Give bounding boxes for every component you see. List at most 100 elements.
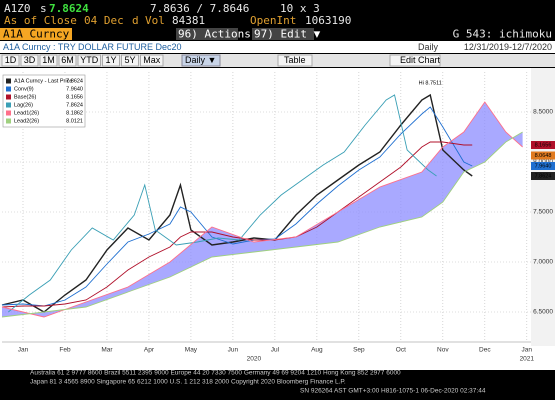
edit-chart[interactable]: Edit Chart <box>400 55 441 65</box>
range-button[interactable] <box>77 54 101 67</box>
price-tag-label: 7.8624 <box>535 173 552 179</box>
series-line <box>1 131 523 318</box>
security[interactable]: A1A Curncy <box>3 28 70 41</box>
range-button-label[interactable]: 6M <box>61 55 74 65</box>
x-tick-label: Sep <box>353 347 365 354</box>
legend-name: Base(26) <box>14 94 36 100</box>
price-tag-label: 8.1656 <box>535 142 552 148</box>
x-tick-label: Feb <box>59 347 71 354</box>
high-annotation: Hi 8.7511 <box>419 80 442 86</box>
legend-value: 7.9640 <box>66 86 83 92</box>
edit-button[interactable] <box>252 28 314 40</box>
legend-name: Lag(26) <box>14 102 33 108</box>
last-price: 7.8624 <box>49 2 89 15</box>
range-button[interactable] <box>20 54 39 67</box>
range-button-label[interactable]: 1M <box>42 55 55 65</box>
footer-line: SN 926264 AST GMT+3:00 H816-1075-1 06-De… <box>300 388 486 395</box>
page-name: G 543: ichimoku <box>453 28 552 41</box>
series-line <box>8 94 437 313</box>
x-tick-label: Apr <box>144 347 155 354</box>
x-tick-label: Aug <box>311 347 323 354</box>
range-button-label[interactable]: 5Y <box>124 55 135 65</box>
legend-value: 8.1656 <box>66 94 83 100</box>
mode-button[interactable] <box>181 54 221 67</box>
plot: 6.50007.00007.50008.00008.5000JanFebMarA… <box>1 72 555 363</box>
series-line <box>1 101 523 318</box>
range-button-label[interactable]: Max <box>143 55 161 65</box>
series-line <box>1 106 473 307</box>
ticker: A1Z0 <box>4 2 31 15</box>
year-label: 2020 <box>247 356 262 363</box>
cloud <box>2 102 523 317</box>
price-tag-label: 8.0648 <box>535 153 552 159</box>
table-button[interactable] <box>277 54 313 67</box>
legend-value: 7.8624 <box>66 78 83 84</box>
as-of-date: 04 Dec <box>84 14 124 27</box>
price-tag <box>531 151 555 160</box>
vol: 84381 <box>172 14 205 27</box>
security-box[interactable] <box>0 28 72 40</box>
x-tick-label: Nov <box>437 347 449 354</box>
price-tag <box>531 141 555 149</box>
footer-line: Australia 61 2 9777 8600 Brazil 5511 239… <box>30 370 401 377</box>
range-button[interactable] <box>102 54 120 67</box>
x-tick-label: May <box>185 347 198 354</box>
y-tick-label: 6.5000 <box>533 309 553 316</box>
legend-swatch <box>6 110 11 116</box>
y-tick-label: 7.5000 <box>533 209 553 216</box>
mode[interactable]: Daily ▼ <box>185 55 216 65</box>
legend-name: Lead1(26) <box>14 110 39 116</box>
range-button[interactable] <box>39 54 58 67</box>
x-tick-label: Oct <box>396 347 406 354</box>
actions-button[interactable] <box>176 28 238 40</box>
legend-value: 8.0121 <box>66 118 83 124</box>
range-button[interactable] <box>140 54 164 67</box>
chart-background <box>0 68 555 370</box>
edit[interactable]: 97) Edit ▼ <box>254 28 321 41</box>
x-tick-label: Jan <box>522 347 533 354</box>
size: 10 x 3 <box>280 2 320 15</box>
y-tick-label: 8.5000 <box>533 109 553 116</box>
year-label: 2021 <box>520 356 535 363</box>
legend-swatch <box>6 78 11 84</box>
legend-name: A1A Curncy - Last Price <box>14 78 72 84</box>
edit-chart-button[interactable] <box>389 54 441 67</box>
axis-background <box>531 68 555 346</box>
legend-value: 8.1862 <box>66 110 83 116</box>
period: Daily <box>418 42 439 52</box>
range-buttons: 1D 3D 1M 6M YTD 1Y 5Y Max <box>1 54 164 67</box>
range-button[interactable] <box>121 54 139 67</box>
actions[interactable]: 96) Actions ▼ <box>178 28 264 41</box>
legend-name: Conv(9) <box>14 86 34 92</box>
x-tick-label: Jul <box>271 347 280 354</box>
price-tag <box>531 162 555 170</box>
range-button-label[interactable]: 1D <box>5 55 17 65</box>
legend-swatch <box>6 94 11 100</box>
flag: d <box>132 14 139 27</box>
series-line <box>1 93 473 313</box>
legend-value: 7.8624 <box>66 102 83 108</box>
bid-ask: 7.8636 / 7.8646 <box>150 2 249 15</box>
legend-name: Lead2(26) <box>14 118 39 124</box>
legend-swatch <box>6 118 11 124</box>
oi: 1063190 <box>305 14 351 27</box>
x-tick-label: Jan <box>18 347 29 354</box>
legend-box <box>2 74 86 128</box>
x-tick-label: Jun <box>228 347 239 354</box>
range-button-label[interactable]: 3D <box>24 55 36 65</box>
as-of: As of Close <box>4 14 77 27</box>
table[interactable]: Table <box>284 55 306 65</box>
range-button[interactable] <box>1 54 20 67</box>
price-tag <box>531 172 555 180</box>
range-button-label[interactable]: 1Y <box>105 55 116 65</box>
oi-label: OpenInt <box>250 14 296 27</box>
range-button-label[interactable]: YTD <box>80 55 99 65</box>
x-tick-label: Dec <box>479 347 491 354</box>
price-tag-label: 7.9640 <box>535 163 552 169</box>
price-prefix: s <box>40 2 47 15</box>
x-tick-label: Mar <box>101 347 113 354</box>
y-tick-label: 7.0000 <box>533 259 553 266</box>
range-button[interactable] <box>58 54 77 67</box>
